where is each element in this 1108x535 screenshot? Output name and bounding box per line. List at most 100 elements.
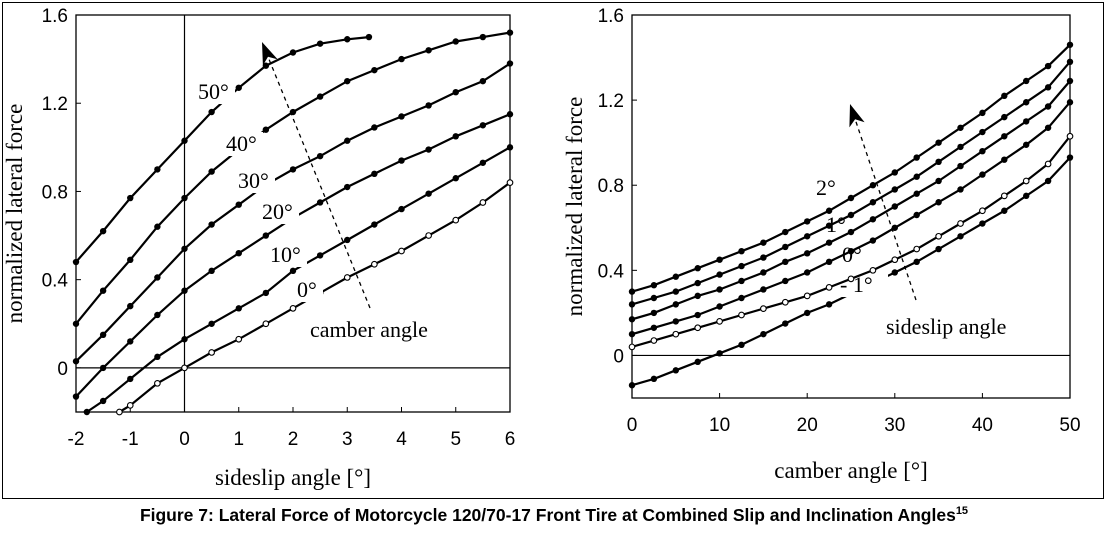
annotation-arrow-head xyxy=(849,104,865,128)
data-point xyxy=(979,109,986,117)
y-tick-label: 1.2 xyxy=(42,94,68,115)
data-point xyxy=(935,245,942,253)
data-point xyxy=(398,247,405,255)
data-point xyxy=(1066,41,1074,48)
data-point xyxy=(1066,154,1074,161)
data-point xyxy=(371,66,378,74)
data-point xyxy=(782,228,789,236)
data-point xyxy=(1001,113,1008,121)
data-point xyxy=(935,139,942,146)
data-point xyxy=(371,221,378,228)
data-point xyxy=(1066,99,1074,106)
data-point xyxy=(738,294,745,302)
figure-frame xyxy=(2,2,1104,499)
data-point xyxy=(506,144,514,151)
series-label-background xyxy=(812,176,842,200)
data-point xyxy=(262,126,270,133)
data-point xyxy=(181,287,188,294)
data-point xyxy=(825,207,833,214)
data-point xyxy=(398,205,405,213)
annotation-label: sideslip angle xyxy=(886,314,1006,339)
data-point xyxy=(935,232,942,240)
data-point xyxy=(506,29,514,36)
data-point xyxy=(650,337,658,344)
data-point xyxy=(738,311,745,319)
data-point xyxy=(1001,207,1008,214)
data-point xyxy=(1044,160,1052,168)
data-point xyxy=(289,166,297,173)
data-point xyxy=(398,55,405,63)
data-point xyxy=(760,305,767,312)
data-point xyxy=(738,341,745,349)
data-point xyxy=(1022,141,1030,148)
data-point xyxy=(154,353,161,361)
data-point xyxy=(99,227,107,235)
data-point xyxy=(371,170,378,177)
data-point xyxy=(235,335,243,343)
y-tick-label: 0.8 xyxy=(598,176,624,197)
data-point xyxy=(1022,77,1030,85)
data-point xyxy=(628,316,636,323)
data-point xyxy=(957,162,964,170)
y-tick-label: 0.4 xyxy=(598,261,625,282)
data-point xyxy=(371,260,378,268)
data-point xyxy=(716,256,723,263)
data-point xyxy=(208,221,215,228)
x-tick-label: 4 xyxy=(396,429,407,450)
data-point xyxy=(127,338,134,345)
data-point xyxy=(694,265,701,272)
series-label: 2° xyxy=(816,175,836,200)
data-point xyxy=(83,408,91,416)
data-point xyxy=(1044,62,1052,70)
chart-camber: 0 10 20 30 40 50 0 0.4 0.8 1.2 1.6 camber angle [°]… xyxy=(562,6,1081,483)
data-point xyxy=(235,84,242,91)
y-tick-label: 1.2 xyxy=(598,91,624,112)
data-point xyxy=(452,133,459,140)
data-point xyxy=(913,173,920,180)
data-point xyxy=(99,397,107,405)
x-tick-label: 5 xyxy=(450,429,461,450)
annotation-label: camber angle xyxy=(310,317,428,342)
data-point xyxy=(479,122,487,129)
data-point xyxy=(1044,84,1052,91)
data-point xyxy=(506,111,514,118)
data-point xyxy=(343,274,351,281)
data-point xyxy=(289,49,297,56)
series-label-background xyxy=(234,169,275,193)
data-point xyxy=(672,288,679,295)
series-label-background xyxy=(293,278,323,302)
y-tick-label: 1.6 xyxy=(598,6,624,27)
figure-caption: Figure 7: Lateral Force of Motorcycle 12… xyxy=(0,505,1108,526)
data-point xyxy=(716,303,723,310)
data-point xyxy=(316,40,324,47)
data-point xyxy=(672,318,679,325)
data-point xyxy=(957,124,964,131)
data-point xyxy=(760,239,767,246)
data-point xyxy=(208,349,215,356)
data-point xyxy=(672,301,679,308)
series-label: 1° xyxy=(826,212,846,237)
data-point xyxy=(344,36,351,43)
data-point xyxy=(716,350,723,357)
data-point xyxy=(935,158,942,166)
data-point xyxy=(628,330,636,338)
series-1: 10° xyxy=(83,144,514,416)
series-label-background xyxy=(266,243,307,267)
data-point xyxy=(72,393,80,400)
data-point xyxy=(694,311,701,319)
data-point xyxy=(116,408,123,416)
data-point xyxy=(506,179,514,186)
series-label-background xyxy=(222,132,263,156)
series-label-background xyxy=(258,200,299,224)
data-point xyxy=(869,237,877,244)
data-point xyxy=(957,143,964,151)
data-point xyxy=(127,375,134,383)
data-point xyxy=(127,194,134,202)
x-tick-label: 40 xyxy=(972,415,993,436)
data-point xyxy=(127,302,134,310)
series-label-background xyxy=(194,80,235,104)
data-point xyxy=(825,239,833,246)
annotation-arrow-shaft xyxy=(853,115,917,301)
x-tick-label: 30 xyxy=(884,415,905,436)
data-point xyxy=(628,288,636,295)
